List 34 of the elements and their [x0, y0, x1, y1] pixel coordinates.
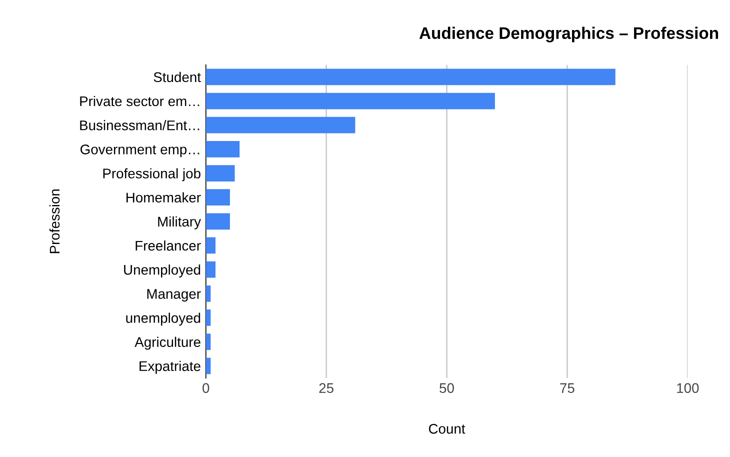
bar	[206, 189, 230, 206]
x-tick-label: 100	[677, 383, 699, 393]
y-tick-label: Student	[154, 72, 201, 82]
bar	[206, 237, 216, 254]
y-tick-label: unemployed	[126, 312, 200, 326]
bar	[206, 310, 211, 326]
bar	[206, 116, 356, 134]
bar	[206, 358, 211, 374]
bar	[206, 213, 230, 230]
bar	[206, 334, 211, 350]
x-tick-label: 0	[202, 383, 210, 393]
bar	[206, 140, 240, 158]
y-tick-label: Expatriate	[140, 360, 200, 374]
y-tick-label: Military	[158, 216, 201, 230]
y-tick-label: Private sector em…	[80, 96, 200, 106]
x-axis-title: Count	[428, 424, 466, 434]
y-axis-title: Profession	[49, 190, 60, 254]
bar	[206, 261, 216, 278]
chart-title: Audience Demographics – Profession	[419, 26, 718, 42]
x-tick-label: 50	[440, 383, 454, 393]
y-tick-label: Freelancer	[136, 240, 201, 251]
bar	[206, 92, 495, 110]
y-tick-label: Unemployed	[124, 264, 200, 278]
y-tick-label: Government emp…	[80, 144, 200, 158]
y-tick-label: Professional job	[103, 168, 200, 182]
x-tick-label: 25	[319, 383, 334, 393]
bar	[206, 165, 235, 182]
y-tick-label: Manager	[147, 289, 201, 302]
x-tick-label: 75	[560, 383, 574, 393]
bar	[206, 285, 211, 302]
bar	[206, 68, 616, 86]
y-tick-label: Businessman/Ent…	[80, 120, 200, 130]
y-tick-label: Agriculture	[134, 336, 200, 350]
y-tick-label: Homemaker	[126, 192, 201, 203]
